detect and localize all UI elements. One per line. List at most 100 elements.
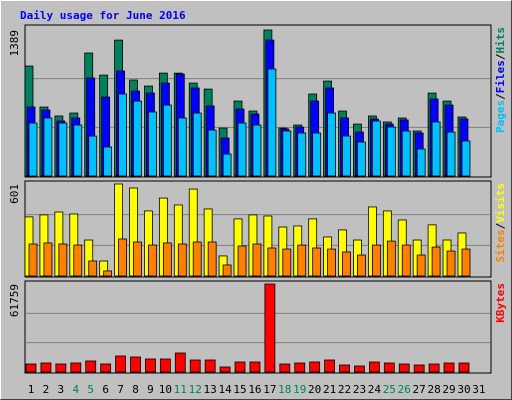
x-tick-label: 24 bbox=[368, 383, 382, 396]
y-tick-label: 1389 bbox=[8, 30, 21, 57]
x-tick-label: 28 bbox=[427, 383, 440, 396]
bar bbox=[339, 364, 350, 373]
bar bbox=[28, 243, 38, 277]
legend-separator: / bbox=[494, 53, 507, 60]
bar bbox=[174, 352, 186, 373]
legend-entry: Sites bbox=[494, 229, 507, 262]
bar bbox=[458, 362, 470, 373]
bar bbox=[25, 363, 37, 373]
x-tick-label: 17 bbox=[263, 383, 276, 396]
bar bbox=[148, 111, 157, 177]
x-tick-label: 20 bbox=[308, 383, 321, 396]
bar bbox=[267, 247, 277, 277]
x-tick-label: 10 bbox=[159, 383, 172, 396]
bar bbox=[177, 117, 187, 177]
legend-entry: Visits bbox=[494, 183, 507, 223]
bar bbox=[327, 248, 337, 277]
bar bbox=[428, 363, 440, 373]
bar bbox=[237, 245, 247, 277]
bar bbox=[40, 362, 52, 373]
x-tick-label: 29 bbox=[442, 383, 455, 396]
bar bbox=[43, 242, 53, 277]
bar bbox=[148, 244, 157, 277]
bar bbox=[192, 112, 202, 177]
bar bbox=[312, 247, 322, 277]
x-tick-label: 18 bbox=[278, 383, 291, 396]
bar bbox=[133, 100, 142, 177]
bar bbox=[73, 244, 83, 277]
x-tick-label: 15 bbox=[233, 383, 246, 396]
bar bbox=[192, 241, 202, 277]
bar bbox=[371, 244, 381, 277]
bar bbox=[252, 243, 262, 277]
bar bbox=[219, 366, 231, 373]
bar bbox=[249, 361, 261, 373]
x-tick-label: 5 bbox=[87, 383, 94, 396]
bar bbox=[264, 283, 276, 373]
bar bbox=[103, 146, 113, 177]
bar bbox=[159, 358, 171, 373]
bar bbox=[43, 117, 53, 177]
bar bbox=[386, 240, 396, 277]
bar bbox=[118, 93, 127, 177]
legend-entry: Pages bbox=[494, 100, 507, 133]
bar bbox=[401, 130, 411, 177]
bar bbox=[103, 270, 113, 277]
legend-entry: Hits bbox=[494, 27, 507, 54]
x-tick-label: 22 bbox=[338, 383, 351, 396]
bar bbox=[55, 363, 67, 373]
bar bbox=[297, 132, 307, 177]
x-tick-label: 7 bbox=[117, 383, 124, 396]
y-tick-label: 61759 bbox=[8, 284, 21, 317]
bar bbox=[282, 248, 292, 277]
bar bbox=[85, 360, 97, 373]
x-tick-label: 25 bbox=[383, 383, 396, 396]
bar bbox=[461, 248, 471, 277]
bar bbox=[234, 361, 246, 373]
bar bbox=[118, 238, 127, 277]
bar bbox=[237, 122, 247, 177]
x-tick-label: 13 bbox=[204, 383, 217, 396]
bar bbox=[189, 359, 201, 373]
legend: Sites/Visits bbox=[494, 183, 507, 263]
bar bbox=[327, 112, 337, 177]
bar bbox=[446, 250, 456, 277]
bar bbox=[342, 135, 351, 177]
bar bbox=[357, 254, 366, 277]
bar bbox=[342, 251, 351, 277]
x-tick-label: 14 bbox=[218, 383, 232, 396]
bar bbox=[431, 121, 441, 177]
bar bbox=[294, 362, 306, 373]
bar bbox=[222, 264, 232, 277]
x-tick-label: 11 bbox=[174, 383, 187, 396]
legend-separator: / bbox=[494, 93, 507, 100]
chart-title: Daily usage for June 2016 bbox=[20, 9, 186, 22]
bar bbox=[297, 244, 307, 277]
bar bbox=[207, 129, 217, 177]
x-tick-label: 31 bbox=[472, 383, 485, 396]
x-tick-label: 30 bbox=[457, 383, 470, 396]
x-tick-label: 6 bbox=[102, 383, 109, 396]
x-tick-label: 1 bbox=[28, 383, 35, 396]
bar bbox=[312, 132, 322, 177]
x-tick-label: 23 bbox=[353, 383, 366, 396]
bar bbox=[204, 359, 216, 373]
bar bbox=[282, 130, 292, 177]
x-tick-label: 8 bbox=[132, 383, 139, 396]
x-tick-label: 19 bbox=[293, 383, 306, 396]
x-tick-label: 9 bbox=[147, 383, 154, 396]
bar bbox=[309, 361, 321, 373]
bar bbox=[28, 122, 38, 177]
bar bbox=[222, 153, 232, 177]
bar bbox=[398, 363, 410, 373]
bar bbox=[130, 356, 141, 373]
bar bbox=[70, 362, 82, 373]
bar bbox=[145, 358, 156, 373]
x-tick-label: 26 bbox=[398, 383, 411, 396]
bar bbox=[324, 359, 336, 373]
bar bbox=[386, 126, 396, 177]
legend-separator: / bbox=[494, 222, 507, 229]
bar bbox=[58, 243, 68, 277]
bar bbox=[100, 363, 112, 373]
